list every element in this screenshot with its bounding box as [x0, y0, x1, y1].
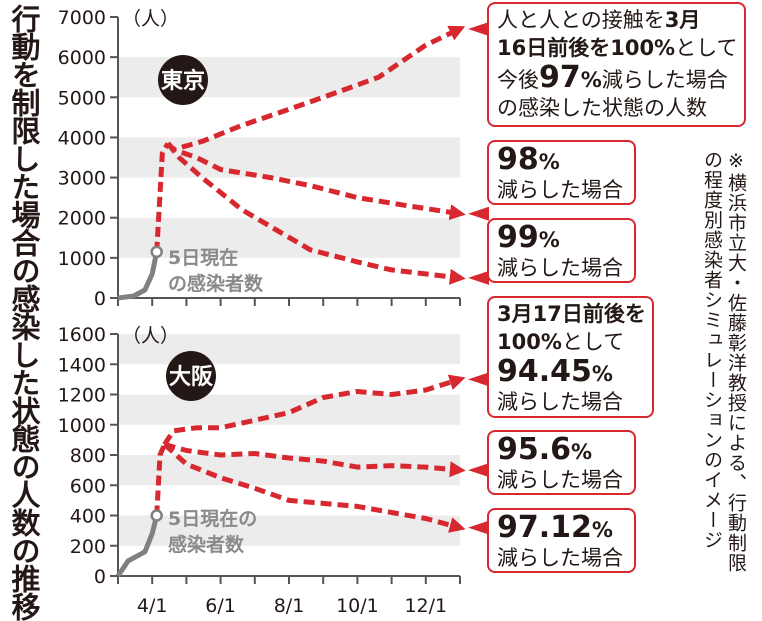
- current-count-label: 5日現在: [168, 246, 238, 269]
- city-label: 東京: [161, 68, 205, 94]
- callout-text: 減らした場合: [497, 546, 623, 570]
- callout-text: として: [675, 36, 738, 60]
- callout-text: 人と人との接触を: [497, 8, 665, 32]
- city-badge: [158, 55, 208, 105]
- current-count-label: の感染者数: [168, 272, 264, 295]
- projection-line-97.12%: [162, 442, 466, 533]
- grid-band: [118, 137, 460, 178]
- callout-box: 98% 減らした場合: [487, 140, 636, 205]
- callout-text: %: [580, 68, 602, 92]
- callout-pointer: [468, 520, 489, 535]
- actual-line: [115, 514, 160, 578]
- y-tick-label: 1000: [58, 248, 106, 270]
- callout-text: 減らした場合: [497, 256, 623, 280]
- callout-text: 減らした場合: [497, 178, 623, 202]
- percent-sign: %: [591, 518, 613, 542]
- projection-line-95.6%: [163, 441, 466, 478]
- callout-text: 減らした場合: [497, 390, 623, 414]
- grid-band: [118, 515, 460, 546]
- grid-band: [118, 394, 460, 425]
- y-tick-label: 800: [70, 445, 106, 467]
- x-tick-label: 10/1: [336, 595, 379, 617]
- source-note: ※横浜市立大・佐藤彰洋教授による、行動制限の程度別感染者シミュレーションのイメー…: [701, 150, 747, 573]
- callout-pointer: [468, 206, 489, 221]
- callout-text: 3月: [664, 8, 701, 32]
- projection-rise: [154, 443, 167, 516]
- callout-text: 97: [539, 60, 581, 95]
- y-axis-unit: （人）: [122, 8, 179, 30]
- callout-box: 99% 減らした場合: [487, 218, 636, 283]
- callout-box: 97.12% 減らした場合: [487, 508, 636, 573]
- actual-line: [117, 251, 160, 301]
- callout-text: 100%: [497, 330, 562, 354]
- callout-pointer: [468, 270, 489, 285]
- y-tick-label: 0: [94, 566, 106, 588]
- y-tick-label: 1400: [58, 354, 106, 376]
- x-tick-label: 4/1: [137, 595, 168, 617]
- projection-line-98%: [166, 141, 466, 221]
- callout-text: %: [591, 362, 613, 386]
- callout-percent: 98: [497, 142, 539, 177]
- x-tick-label: 6/1: [205, 595, 236, 617]
- callout-pointer: [468, 463, 489, 478]
- percent-sign: %: [571, 440, 593, 464]
- x-tick-label: 12/1: [404, 595, 447, 617]
- y-tick-label: 200: [70, 536, 106, 558]
- y-tick-label: 1200: [58, 385, 106, 407]
- city-badge: [166, 351, 216, 401]
- y-tick-label: 4000: [58, 127, 106, 149]
- chart-title: 行動を制限した場合の感染した状態の人数の推移: [7, 4, 41, 620]
- callout-text: として: [561, 330, 625, 354]
- callout-percent: 95.6: [497, 432, 572, 467]
- percent-sign: %: [538, 150, 560, 174]
- city-label: 大阪: [169, 365, 213, 390]
- x-tick-label: 8/1: [274, 595, 305, 617]
- y-tick-label: 1600: [58, 324, 106, 346]
- y-tick-label: 0: [94, 288, 106, 310]
- y-tick-label: 600: [70, 475, 106, 497]
- projection-line-97%: [166, 25, 466, 152]
- y-tick-label: 6000: [58, 47, 106, 69]
- y-tick-label: 2000: [58, 208, 106, 230]
- y-tick-label: 7000: [58, 7, 106, 29]
- callout-pointer: [468, 372, 489, 387]
- percent-sign: %: [538, 228, 560, 252]
- callout-text: 今後: [497, 68, 539, 92]
- callout-box: 3月17日前後を 100%として 94.45% 減らした場合: [487, 296, 654, 418]
- callout-box: 95.6% 減らした場合: [487, 430, 636, 495]
- current-count-label: 5日現在の: [168, 507, 257, 530]
- y-tick-label: 3000: [58, 168, 106, 190]
- current-count-label: 感染者数: [168, 533, 245, 556]
- callout-percent: 99: [497, 220, 539, 255]
- y-tick-label: 5000: [58, 87, 106, 109]
- current-point-marker: [150, 245, 163, 259]
- y-axis-unit: （人）: [122, 325, 179, 347]
- callout-pointer: [468, 22, 489, 37]
- callout-text: 16日前後を100%: [497, 36, 676, 60]
- callout-percent: 97.12: [497, 510, 592, 545]
- callout-text: 3月17日前後を: [497, 302, 646, 326]
- callout-box: 人と人との接触を3月 16日前後を100%として今後97%減らした場合の感染した状…: [487, 2, 746, 127]
- callout-text: の感染した状態の人数: [497, 96, 707, 120]
- callout-text: 減らした場合: [497, 468, 623, 492]
- projection-line-99%: [165, 141, 466, 285]
- y-tick-label: 400: [70, 506, 106, 528]
- y-tick-label: 1000: [58, 415, 106, 437]
- callout-text: 減らした場合: [601, 68, 728, 92]
- projection-rise: [154, 142, 171, 252]
- current-point-marker: [150, 509, 163, 522]
- callout-text: 94.45: [497, 354, 592, 389]
